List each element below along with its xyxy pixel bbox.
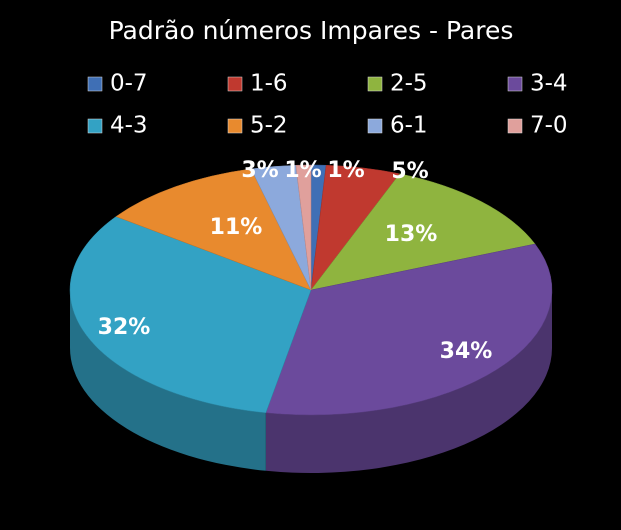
slice-top xyxy=(115,168,312,291)
data-label: 34% xyxy=(440,339,493,364)
legend-label: 6-1 xyxy=(390,113,428,139)
data-label: 13% xyxy=(385,222,438,247)
slice-side xyxy=(70,290,266,471)
legend-swatch xyxy=(87,118,103,134)
legend-label: 2-5 xyxy=(390,71,428,97)
legend-label: 5-2 xyxy=(250,113,288,139)
data-label: 1% xyxy=(327,158,364,183)
slice-top xyxy=(265,243,553,416)
data-label: 32% xyxy=(98,315,151,340)
slice-side xyxy=(265,290,552,473)
legend-label: 1-6 xyxy=(250,71,288,97)
legend-swatch xyxy=(507,76,523,92)
pie-slice xyxy=(295,164,312,291)
slice-top xyxy=(69,216,312,414)
data-label: 11% xyxy=(210,215,263,240)
data-label: 5% xyxy=(391,159,428,184)
legend-label: 0-7 xyxy=(110,71,148,97)
pie-slice xyxy=(265,243,553,473)
data-label: 1% xyxy=(284,158,321,183)
legend-label: 4-3 xyxy=(110,113,148,139)
slice-top xyxy=(310,173,536,291)
pie-slice xyxy=(69,216,312,471)
legend-swatch xyxy=(227,76,243,92)
legend-swatch xyxy=(87,76,103,92)
legend-label: 3-4 xyxy=(530,71,568,97)
chart-title: Padrão números Impares - Pares xyxy=(109,16,514,45)
pie-slice xyxy=(310,173,536,291)
slice-top xyxy=(295,164,312,291)
legend-swatch xyxy=(367,118,383,134)
legend-swatch xyxy=(227,118,243,134)
legend-swatch xyxy=(507,118,523,134)
legend-label: 7-0 xyxy=(530,113,568,139)
pie-slice xyxy=(115,168,312,291)
data-label: 3% xyxy=(241,158,278,183)
legend-swatch xyxy=(367,76,383,92)
